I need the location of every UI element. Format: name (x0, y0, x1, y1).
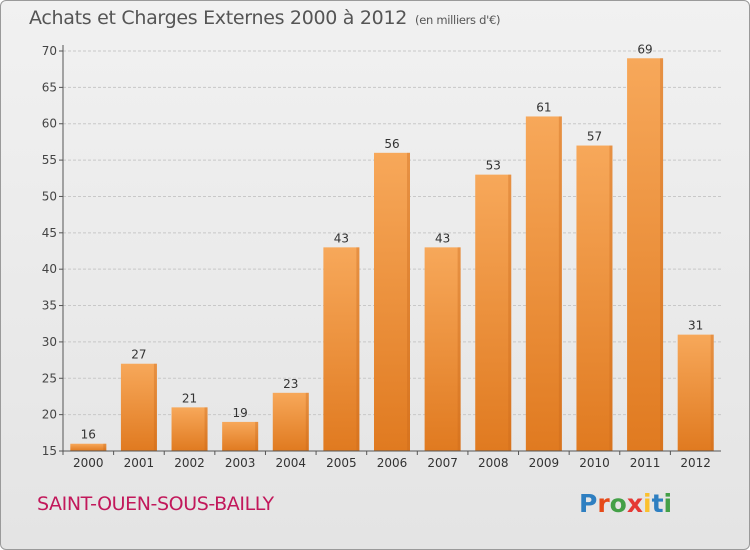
bar-value-label: 69 (637, 42, 652, 56)
bar (677, 334, 714, 451)
bar-shade (255, 421, 259, 451)
bar (171, 407, 208, 451)
bar-shade (457, 247, 461, 451)
x-tick-label: 2012 (680, 456, 711, 470)
bar (424, 247, 461, 451)
y-tick-label: 45 (42, 226, 57, 240)
x-tick-label: 2000 (73, 456, 104, 470)
bar-value-label: 31 (688, 319, 703, 333)
bar-shade (508, 174, 512, 452)
logo-letter: r (597, 489, 610, 518)
logo-letter: i (663, 489, 673, 518)
chart-title: Achats et Charges Externes 2000 à 2012 (e… (29, 7, 500, 29)
bar-value-label: 56 (384, 137, 399, 151)
bar-value-label: 27 (131, 348, 146, 362)
x-tick-label: 2006 (377, 456, 408, 470)
y-tick-label: 25 (42, 371, 57, 385)
bar (120, 363, 157, 451)
y-tick-label: 55 (42, 153, 57, 167)
bar-shade (710, 334, 714, 451)
bar-value-label: 23 (283, 377, 298, 391)
bar-shade (609, 145, 613, 451)
bar-value-label: 21 (182, 391, 197, 405)
chart-title-text: Achats et Charges Externes 2000 à 2012 (29, 7, 408, 29)
y-tick-label: 50 (42, 189, 57, 203)
logo-letter: P (579, 489, 598, 518)
bar (70, 443, 107, 451)
bar (222, 421, 259, 451)
bar-value-label: 16 (81, 428, 96, 442)
x-tick-label: 2011 (630, 456, 661, 470)
x-tick-label: 2007 (427, 456, 458, 470)
y-tick-label: 70 (42, 44, 57, 58)
bar (627, 58, 664, 451)
y-tick-label: 30 (42, 335, 57, 349)
bar-shade (204, 407, 208, 451)
proxiti-logo: Proxiti (579, 489, 672, 518)
y-tick-label: 35 (42, 299, 57, 313)
bar-value-label: 53 (486, 159, 501, 173)
bar-shade (660, 58, 664, 451)
bar (525, 116, 562, 452)
bar (272, 392, 309, 451)
logo-letter: o (609, 489, 627, 518)
y-tick-label: 65 (42, 80, 57, 94)
bar-shade (103, 443, 107, 451)
x-tick-label: 2004 (275, 456, 306, 470)
logo-letter: t (651, 489, 664, 518)
bar-shade (356, 247, 360, 451)
y-tick-label: 60 (42, 117, 57, 131)
bars (70, 58, 714, 452)
bar-value-label: 61 (536, 100, 551, 114)
bar-shade (305, 392, 309, 451)
x-tick-label: 2002 (174, 456, 205, 470)
bar (576, 145, 613, 451)
bar (374, 152, 410, 451)
commune-name: SAINT-OUEN-SOUS-BAILLY (37, 493, 274, 515)
y-tick-label: 15 (42, 444, 57, 458)
bar-value-label: 57 (587, 130, 602, 144)
bar-value-label: 43 (334, 231, 349, 245)
bar (475, 174, 512, 452)
bar-shade (407, 152, 410, 451)
bar (323, 247, 360, 451)
labels: 15 20 25 30 35 40 45 50 55 60 65 70 16 2000 27 2001 21 20… (42, 42, 711, 470)
chart-unit: (en milliers d'€) (415, 13, 501, 27)
bar-value-label: 19 (233, 406, 248, 420)
bar-value-label: 43 (435, 231, 450, 245)
x-tick-label: 2001 (124, 456, 155, 470)
logo-letter: x (626, 489, 643, 518)
x-tick-label: 2009 (529, 456, 560, 470)
x-tick-label: 2003 (225, 456, 256, 470)
x-tick-label: 2005 (326, 456, 357, 470)
y-tick-label: 20 (42, 408, 57, 422)
bar-shade (153, 363, 157, 451)
x-tick-label: 2008 (478, 456, 509, 470)
bar-shade (558, 116, 562, 452)
axes (59, 45, 721, 455)
y-tick-label: 40 (42, 262, 57, 276)
logo-letter: i (643, 489, 652, 518)
x-tick-label: 2010 (579, 456, 610, 470)
